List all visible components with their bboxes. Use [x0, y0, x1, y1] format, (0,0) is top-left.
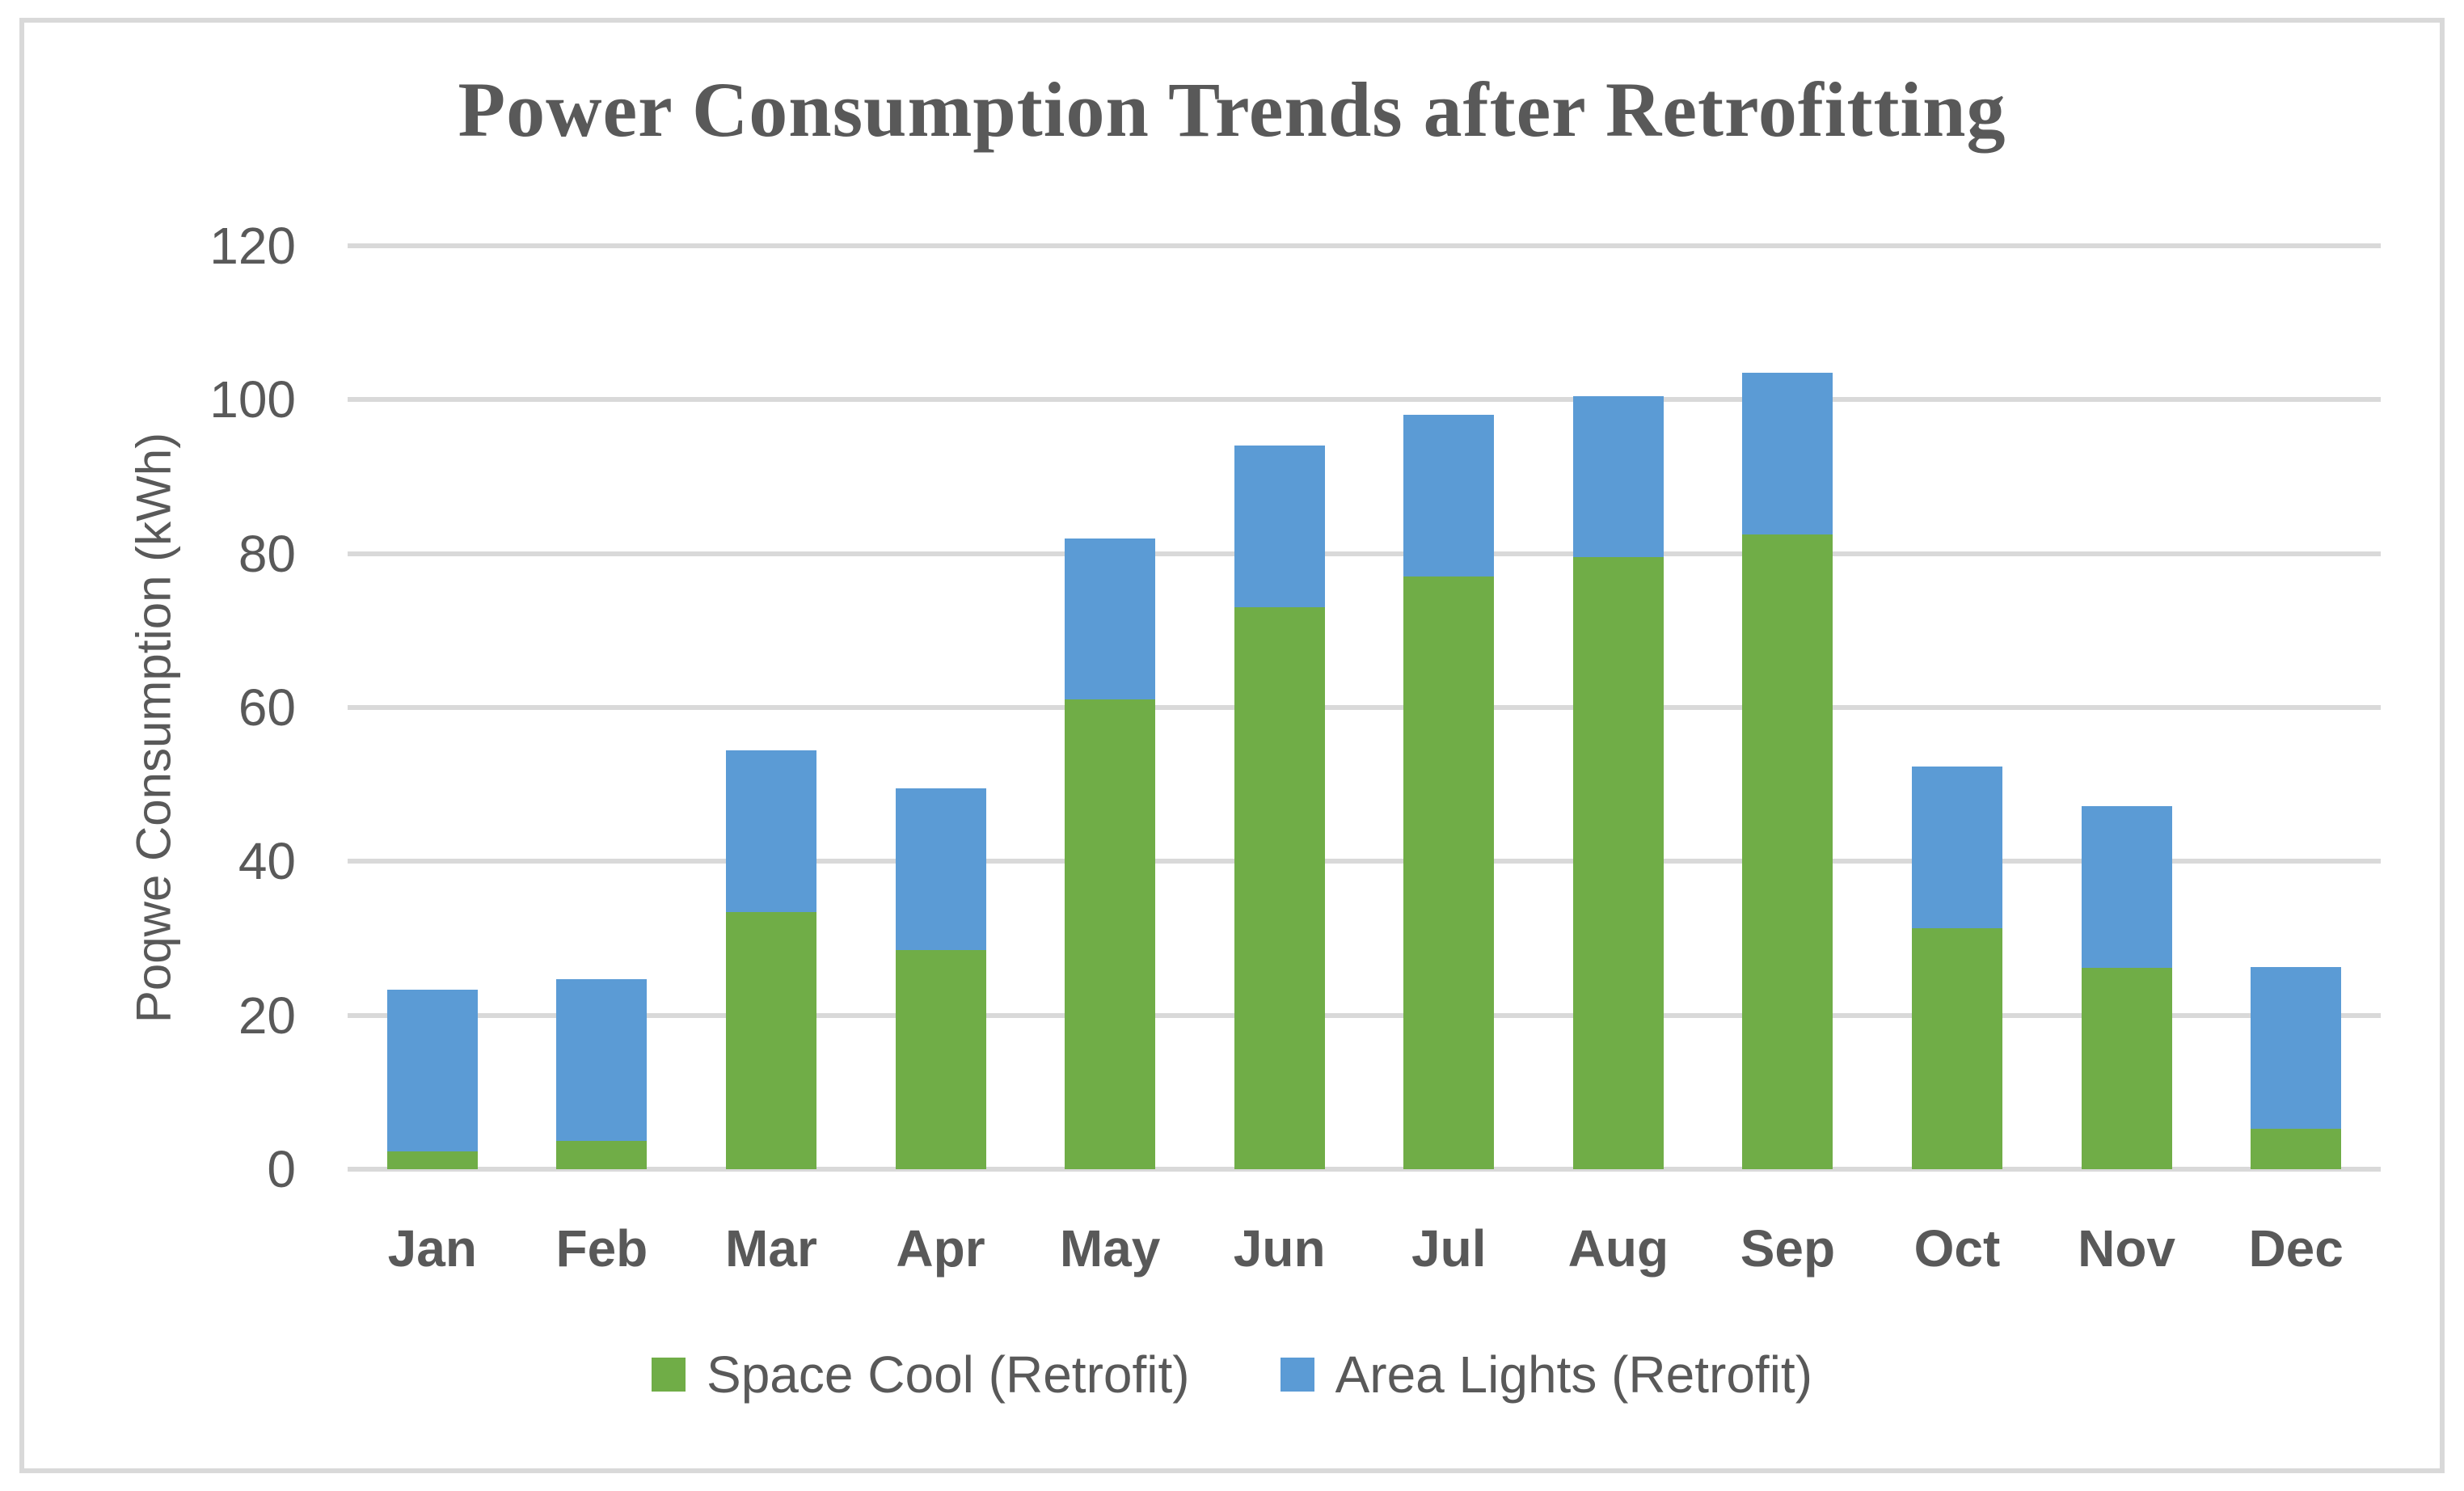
x-axis-label-apr: Apr — [896, 1219, 985, 1278]
bar-segment-space-cool-retrofit-jan — [386, 1151, 478, 1169]
bar-segment-space-cool-retrofit-apr — [895, 949, 986, 1169]
bar-jun — [1234, 246, 1325, 1169]
x-axis-label-dec: Dec — [2248, 1219, 2344, 1278]
x-axis-label-nov: Nov — [2078, 1219, 2176, 1278]
x-axis-label-oct: Oct — [1913, 1219, 2001, 1278]
x-axis-label-may: May — [1059, 1219, 1161, 1278]
y-axis-tick-label-20: 20 — [238, 986, 296, 1045]
legend-item-area-lights-retrofit: Area Lights (Retrofit) — [1280, 1344, 1812, 1406]
bar-segment-space-cool-retrofit-mar — [725, 912, 816, 1169]
bar-group-jan — [348, 246, 517, 1169]
bar-group-sep — [1703, 246, 1873, 1169]
x-axis-labels: Jan Feb Mar Apr May Jun Jul Aug Sep Oct Nov Dec — [348, 1218, 2381, 1280]
bar-group-jun — [1195, 246, 1365, 1169]
bar-oct — [1911, 246, 2002, 1169]
gridline-20 — [348, 1012, 2381, 1018]
y-axis-tick-label-80: 80 — [238, 524, 296, 583]
bar-segment-area-lights-retrofit-apr — [895, 788, 986, 950]
bar-segment-area-lights-retrofit-may — [1065, 538, 1156, 700]
gridline-60 — [348, 705, 2381, 710]
legend-swatch-space-cool-retrofit — [652, 1358, 686, 1392]
y-axis-tick-label-40: 40 — [238, 832, 296, 891]
bar-mar — [725, 246, 816, 1169]
bar-jul — [1403, 246, 1495, 1169]
x-axis-label-sep: Sep — [1740, 1219, 1836, 1278]
bar-segment-area-lights-retrofit-aug — [1572, 395, 1664, 558]
bar-may — [1065, 246, 1156, 1169]
bar-segment-area-lights-retrofit-dec — [2251, 966, 2342, 1129]
legend-label-space-cool-retrofit: Space Cool (Retrofit) — [707, 1345, 1190, 1404]
x-axis-label-jan: Jan — [387, 1219, 477, 1278]
bar-segment-area-lights-retrofit-mar — [725, 750, 816, 913]
bar-segment-area-lights-retrofit-jan — [386, 990, 478, 1152]
bar-segment-space-cool-retrofit-may — [1065, 699, 1156, 1169]
bar-feb — [556, 246, 648, 1169]
bar-segment-area-lights-retrofit-nov — [2081, 805, 2172, 968]
bar-segment-area-lights-retrofit-feb — [556, 978, 648, 1141]
x-axis-label-jun: Jun — [1233, 1219, 1326, 1278]
bar-apr — [895, 246, 986, 1169]
x-axis-label-aug: Aug — [1567, 1219, 1669, 1278]
bar-segment-space-cool-retrofit-jul — [1403, 577, 1495, 1169]
x-axis-label-feb: Feb — [555, 1219, 648, 1278]
bar-segment-space-cool-retrofit-oct — [1911, 928, 2002, 1169]
bar-dec — [2251, 246, 2342, 1169]
bar-group-jul — [1364, 246, 1534, 1169]
bar-segment-area-lights-retrofit-jun — [1234, 446, 1325, 608]
bar-group-aug — [1534, 246, 1703, 1169]
legend-item-space-cool-retrofit: Space Cool (Retrofit) — [652, 1344, 1190, 1406]
bar-segment-space-cool-retrofit-aug — [1572, 557, 1664, 1169]
legend-swatch-area-lights-retrofit — [1280, 1358, 1314, 1392]
y-axis-tick-label-0: 0 — [267, 1140, 296, 1198]
bar-segment-area-lights-retrofit-oct — [1911, 767, 2002, 929]
gridline-120 — [348, 243, 2381, 248]
gridline-100 — [348, 397, 2381, 403]
y-axis-tick-label-120: 120 — [209, 217, 296, 275]
bars-container — [348, 246, 2381, 1169]
x-axis-label-jul: Jul — [1411, 1219, 1487, 1278]
bar-jan — [386, 246, 478, 1169]
bar-group-nov — [2042, 246, 2212, 1169]
bar-group-feb — [517, 246, 687, 1169]
bar-segment-space-cool-retrofit-nov — [2081, 967, 2172, 1169]
bar-aug — [1572, 246, 1664, 1169]
bar-group-mar — [686, 246, 856, 1169]
bar-group-may — [1025, 246, 1195, 1169]
y-axis-tick-label-60: 60 — [238, 678, 296, 737]
bar-sep — [1742, 246, 1833, 1169]
gridline-0 — [348, 1167, 2381, 1172]
legend-label-area-lights-retrofit: Area Lights (Retrofit) — [1335, 1345, 1812, 1404]
bar-nov — [2081, 246, 2172, 1169]
bar-segment-area-lights-retrofit-sep — [1742, 373, 1833, 534]
gridline-40 — [348, 859, 2381, 864]
bar-group-oct — [1872, 246, 2042, 1169]
y-axis-ticks: 0 20 40 60 80 100 120 — [0, 220, 296, 1195]
gridlines — [348, 243, 2381, 1172]
bar-segment-space-cool-retrofit-dec — [2251, 1128, 2342, 1169]
y-axis-tick-label-100: 100 — [209, 370, 296, 429]
chart-border-frame — [19, 18, 2445, 1473]
chart-title: Power Consumption Trends after Retrofitt… — [458, 66, 2006, 153]
legend: Space Cool (Retrofit) Area Lights (Retrof… — [0, 1344, 2464, 1406]
bar-segment-space-cool-retrofit-sep — [1742, 534, 1833, 1169]
gridline-80 — [348, 551, 2381, 556]
x-axis-label-mar: Mar — [725, 1219, 817, 1278]
bar-segment-space-cool-retrofit-jun — [1234, 607, 1325, 1169]
plot-area — [348, 243, 2381, 1172]
bar-segment-area-lights-retrofit-jul — [1403, 415, 1495, 577]
bar-segment-space-cool-retrofit-feb — [556, 1140, 648, 1169]
bar-group-dec — [2211, 246, 2381, 1169]
bar-group-apr — [856, 246, 1026, 1169]
